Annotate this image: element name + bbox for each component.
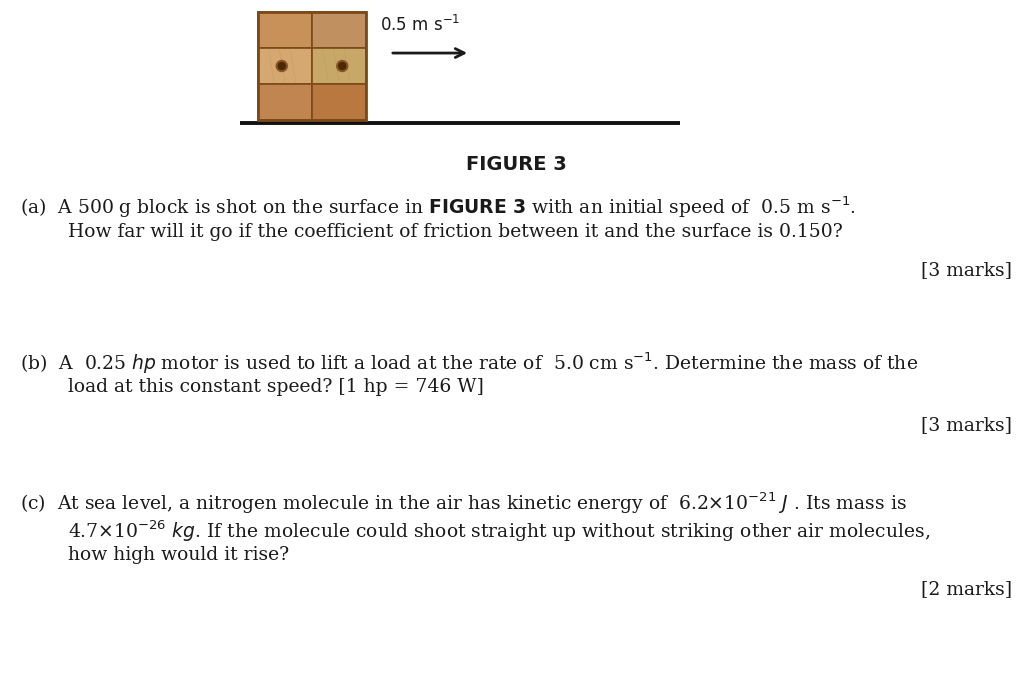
Circle shape: [338, 63, 346, 69]
Text: [3 marks]: [3 marks]: [921, 261, 1012, 279]
Text: (b)  A  0.25 $\it{hp}$ motor is used to lift a load at the rate of  5.0 cm s$^{-: (b) A 0.25 $\it{hp}$ motor is used to li…: [20, 350, 918, 376]
Text: 4.7$\times$10$^{-26}$ $\it{kg}$. If the molecule could shoot straight up without: 4.7$\times$10$^{-26}$ $\it{kg}$. If the …: [68, 518, 931, 544]
Bar: [258, 12, 366, 120]
Circle shape: [336, 61, 348, 72]
Text: [3 marks]: [3 marks]: [921, 416, 1012, 434]
Text: 0.5 m s$^{-1}$: 0.5 m s$^{-1}$: [380, 15, 460, 35]
Circle shape: [277, 61, 287, 72]
Text: (c)  At sea level, a nitrogen molecule in the air has kinetic energy of  6.2$\ti: (c) At sea level, a nitrogen molecule in…: [20, 490, 907, 515]
Bar: [312, 48, 366, 84]
Bar: [312, 12, 366, 48]
Bar: [258, 84, 312, 120]
Bar: [312, 84, 366, 120]
Text: load at this constant speed? [1 hp = 746 W]: load at this constant speed? [1 hp = 746…: [68, 378, 484, 396]
Bar: [258, 12, 312, 48]
Bar: [258, 48, 312, 84]
Text: [2 marks]: [2 marks]: [921, 580, 1012, 598]
Text: (a)  A 500 g block is shot on the surface in $\bf{FIGURE\ 3}$ with an initial sp: (a) A 500 g block is shot on the surface…: [20, 195, 857, 220]
Text: How far will it go if the coefficient of friction between it and the surface is : How far will it go if the coefficient of…: [68, 223, 843, 241]
Text: FIGURE 3: FIGURE 3: [465, 155, 567, 174]
Circle shape: [279, 63, 285, 69]
Text: how high would it rise?: how high would it rise?: [68, 546, 289, 564]
